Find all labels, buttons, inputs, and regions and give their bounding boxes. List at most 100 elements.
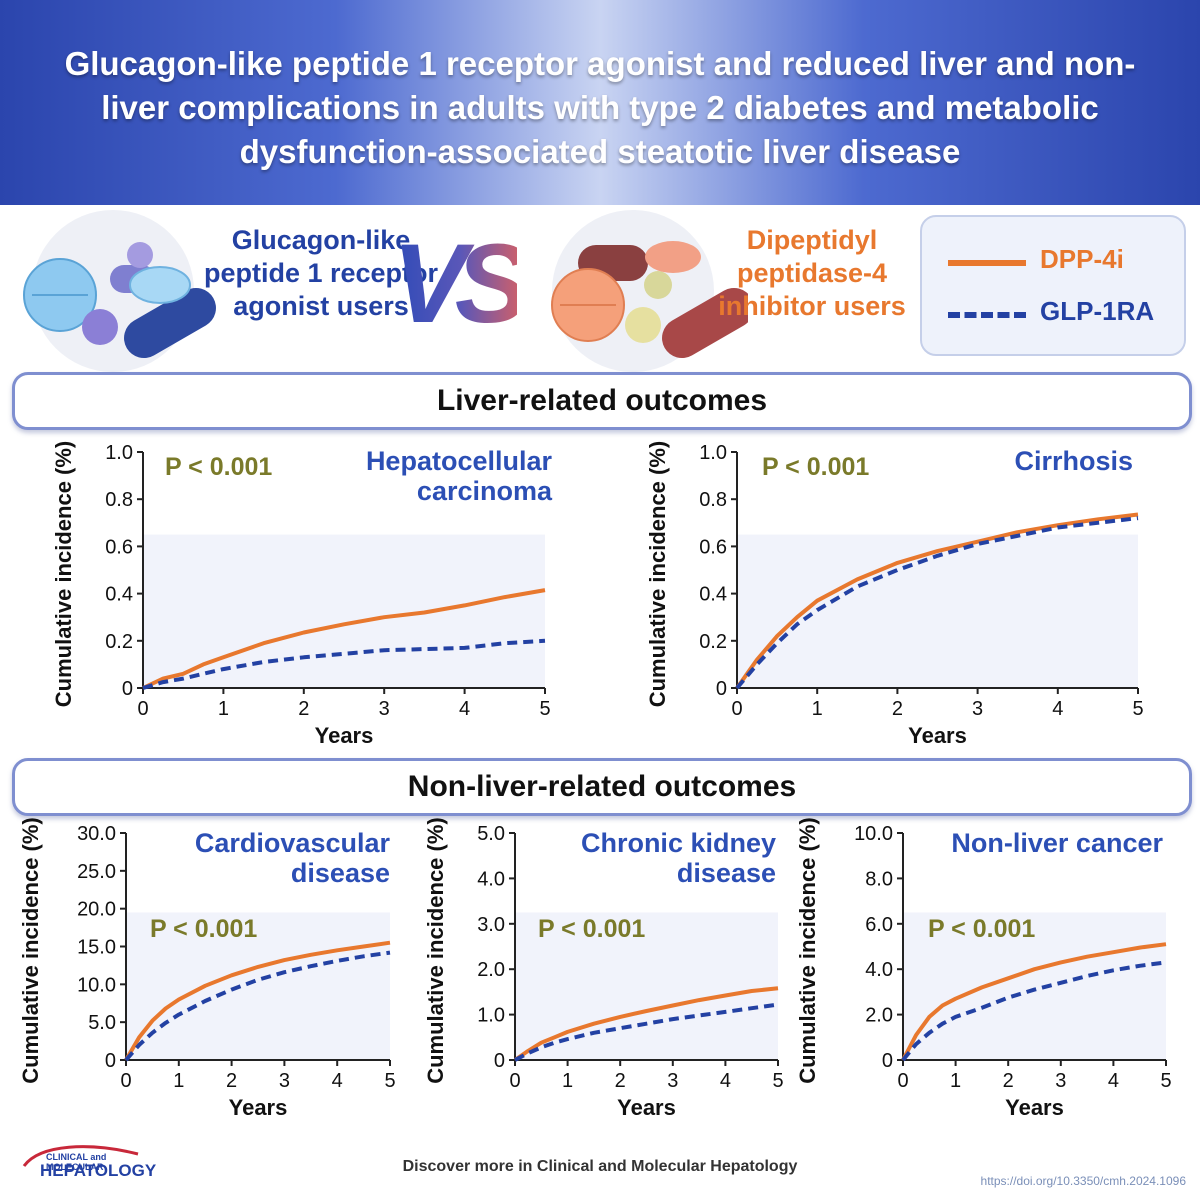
x-axis-label: Years: [1005, 1095, 1064, 1120]
y-tick-label: 0: [882, 1050, 893, 1072]
chart-title-shadow: disease: [677, 860, 776, 890]
p-value: P < 0.001: [928, 915, 1035, 943]
x-tick-label: 3: [279, 1070, 290, 1092]
x-tick-label: 0: [731, 698, 742, 720]
y-tick-label: 0: [716, 678, 727, 700]
chart-title-shadow: Chronic kidney: [581, 830, 776, 860]
section-nonliver: Non-liver-related outcomes: [12, 758, 1192, 816]
y-tick-label: 3.0: [477, 914, 505, 936]
x-tick-label: 1: [812, 698, 823, 720]
y-axis-label: Cumulative incidence (%): [795, 817, 820, 1084]
y-tick-label: 2.0: [865, 1005, 893, 1027]
series-line-glp1: [514, 1002, 779, 1062]
y-axis-label: Cumulative incidence (%): [423, 817, 448, 1084]
x-tick-label: 4: [332, 1070, 343, 1092]
chart-title-shadow: Cardiovascular: [195, 830, 391, 860]
x-tick-label: 2: [1003, 1070, 1014, 1092]
y-axis-label: Cumulative incidence (%): [18, 817, 43, 1084]
x-tick-label: 0: [509, 1070, 520, 1092]
chart-title-shadow: Cirrhosis: [1014, 448, 1133, 478]
y-axis-label: Cumulative incidence (%): [645, 441, 670, 708]
x-tick-label: 1: [218, 698, 229, 720]
y-tick-label: 30.0: [77, 823, 116, 845]
x-tick-label: 4: [459, 698, 470, 720]
plot-background: [903, 912, 1166, 1060]
series-line-glp1: [142, 638, 546, 690]
y-tick-label: 4.0: [865, 959, 893, 981]
y-tick-label: 0.4: [105, 584, 133, 606]
legend: DPP-4i GLP-1RA: [920, 215, 1186, 356]
x-axis-label: Years: [908, 723, 967, 748]
x-tick-label: 0: [897, 1070, 908, 1092]
x-tick-label: 2: [226, 1070, 237, 1092]
discover-text: Discover more in Clinical and Molecular …: [402, 1158, 798, 1175]
x-tick-label: 3: [667, 1070, 678, 1092]
x-tick-label: 2: [615, 1070, 626, 1092]
doi-link[interactable]: https://doi.org/10.3350/cmh.2024.1096: [980, 1174, 1186, 1188]
x-axis-label: Years: [617, 1095, 676, 1120]
x-tick-label: 5: [772, 1070, 783, 1092]
x-tick-label: 0: [137, 698, 148, 720]
vs-label: VS: [392, 221, 529, 346]
x-axis-label: Years: [315, 723, 374, 748]
dpp4-group-label: Dipeptidyl peptidase-4 inhibitor users: [718, 225, 906, 321]
y-tick-label: 0.8: [105, 489, 133, 511]
y-tick-label: 0.2: [699, 631, 727, 653]
chart-title: disease: [291, 858, 390, 888]
y-tick-label: 6.0: [865, 914, 893, 936]
series-line-glp1: [735, 516, 1139, 690]
x-tick-label: 4: [1052, 698, 1063, 720]
logo-swoosh-icon: [22, 1145, 139, 1167]
x-tick-label: 3: [379, 698, 390, 720]
series-line-dpp4: [513, 986, 779, 1062]
legend-label-glp1: GLP-1RA: [1040, 296, 1155, 326]
logo-bottom-text: HEPATOLOGY: [40, 1161, 157, 1180]
p-value: P < 0.001: [762, 453, 869, 481]
y-tick-label: 8.0: [865, 868, 893, 890]
x-tick-label: 2: [298, 698, 309, 720]
y-tick-label: 0.8: [699, 489, 727, 511]
legend-swatch-glp1: [948, 312, 1026, 318]
legend-label-dpp4: DPP-4i: [1040, 244, 1124, 274]
series-line-dpp4: [901, 942, 1167, 1061]
x-tick-label: 5: [539, 698, 550, 720]
y-tick-label: 0: [105, 1050, 116, 1072]
x-tick-label: 2: [892, 698, 903, 720]
y-tick-label: 1.0: [477, 1005, 505, 1027]
y-tick-label: 10.0: [77, 974, 116, 996]
x-tick-label: 1: [562, 1070, 573, 1092]
x-tick-label: 3: [1055, 1070, 1066, 1092]
glp1-pills-icon: [23, 242, 216, 358]
y-tick-label: 0.6: [105, 536, 133, 558]
y-tick-label: 0.6: [699, 536, 727, 558]
series-line-dpp4: [142, 588, 546, 690]
chart-title: Non-liver cancer: [951, 828, 1163, 858]
x-tick-label: 4: [720, 1070, 731, 1092]
x-tick-label: 3: [972, 698, 983, 720]
y-tick-label: 5.0: [477, 823, 505, 845]
y-tick-label: 20.0: [77, 899, 116, 921]
chart-title-shadow: Hepatocellular: [366, 448, 553, 478]
p-value: P < 0.001: [150, 915, 257, 943]
x-tick-label: 5: [1160, 1070, 1171, 1092]
y-tick-label: 10.0: [854, 823, 893, 845]
page-title: Glucagon-like peptide 1 receptor agonist…: [64, 45, 1136, 170]
y-tick-label: 2.0: [477, 959, 505, 981]
y-tick-label: 0: [494, 1050, 505, 1072]
x-tick-label: 4: [1108, 1070, 1119, 1092]
series-line-glp1: [901, 960, 1167, 1062]
x-tick-label: 0: [120, 1070, 131, 1092]
y-tick-label: 15.0: [77, 937, 116, 959]
y-tick-label: 1.0: [699, 442, 727, 464]
p-value: P < 0.001: [165, 453, 272, 481]
y-tick-label: 0.2: [105, 631, 133, 653]
chart-title: Chronic kidney: [581, 828, 776, 858]
y-axis-label: Cumulative incidence (%): [51, 441, 76, 708]
chart-title: Cirrhosis: [1014, 446, 1133, 476]
series-line-dpp4: [735, 512, 1139, 690]
x-tick-label: 1: [950, 1070, 961, 1092]
x-tick-label: 5: [1132, 698, 1143, 720]
chart-title: Cardiovascular: [195, 828, 391, 858]
logo-top-text: CLINICAL and MOLECULAR: [46, 1152, 107, 1172]
